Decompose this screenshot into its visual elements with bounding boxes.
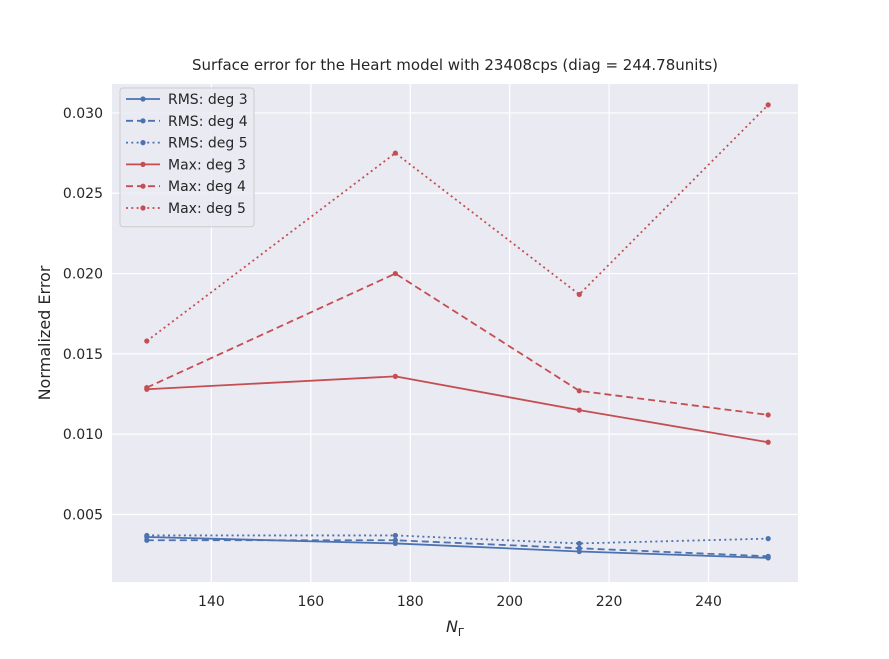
legend-marker (140, 183, 146, 189)
y-tick-label: 0.010 (63, 427, 103, 443)
series-layer (144, 102, 771, 561)
legend-item: RMS: deg 3 (126, 92, 248, 108)
legend-item: Max: deg 5 (126, 201, 246, 217)
data-point (576, 291, 582, 298)
x-tick-label: 160 (297, 594, 324, 610)
x-tick-label: 220 (596, 594, 623, 610)
legend-marker (140, 118, 146, 124)
grid (112, 84, 798, 582)
series-5 (144, 270, 771, 418)
legend: RMS: deg 3 RMS: deg 4 RMS: deg 5 Max: deg 3… (119, 87, 255, 228)
data-point (576, 545, 582, 551)
data-point (765, 439, 771, 445)
data-point (392, 537, 398, 543)
series-line (146, 375, 769, 444)
x-axis-label-main: N (446, 617, 458, 636)
legend-label: RMS: deg 4 (168, 114, 248, 130)
legend-marker (140, 161, 146, 167)
x-tick-label: 200 (496, 594, 523, 610)
data-point (765, 553, 771, 559)
y-tick-label: 0.020 (63, 267, 103, 283)
legend-item: Max: deg 4 (126, 179, 246, 195)
data-point (765, 536, 771, 542)
data-point (576, 388, 582, 394)
data-point (576, 540, 582, 547)
legend-marker (140, 96, 146, 102)
legend-item: RMS: deg 5 (126, 136, 248, 152)
x-tick-label: 180 (397, 594, 424, 610)
data-point (144, 338, 150, 344)
y-tick-label: 0.030 (63, 106, 103, 122)
series-line (146, 539, 769, 558)
series-line (146, 272, 769, 416)
y-tick-label: 0.025 (63, 186, 103, 202)
chart-title: Surface error for the Heart model with 2… (192, 56, 718, 74)
x-tick-label: 140 (198, 594, 225, 610)
legend-label: RMS: deg 3 (168, 92, 248, 108)
legend-item: Max: deg 3 (126, 157, 246, 173)
y-tick-label: 0.015 (63, 347, 103, 363)
x-axis-ticks: 140 160 180 200 220 240 (198, 594, 722, 610)
data-point (144, 385, 150, 391)
x-axis-label-subscript: Γ (458, 626, 465, 639)
legend-marker (140, 140, 146, 146)
legend-label: Max: deg 5 (168, 201, 246, 217)
series-line (146, 534, 769, 545)
y-tick-label: 0.005 (63, 508, 103, 524)
data-point (392, 270, 398, 277)
data-point (576, 407, 582, 413)
data-point (392, 532, 398, 539)
data-point (765, 102, 771, 108)
data-point (392, 373, 398, 379)
legend-item: RMS: deg 4 (126, 114, 248, 130)
legend-label: Max: deg 4 (168, 179, 246, 195)
y-axis-ticks: 0.005 0.010 0.015 0.020 0.025 0.030 (63, 106, 103, 524)
data-point (144, 537, 150, 543)
series-6 (144, 102, 771, 344)
legend-box (119, 87, 255, 228)
data-point (144, 532, 150, 539)
legend-label: Max: deg 3 (168, 157, 246, 173)
legend-label: RMS: deg 5 (168, 136, 248, 152)
legend-marker (140, 205, 146, 211)
data-point (765, 412, 771, 418)
x-axis-label: NΓ (446, 617, 465, 639)
x-tick-label: 240 (695, 594, 722, 610)
y-axis-label: Normalized Error (35, 265, 54, 400)
data-point (392, 150, 398, 156)
series-3 (144, 532, 771, 547)
series-2 (144, 537, 771, 559)
